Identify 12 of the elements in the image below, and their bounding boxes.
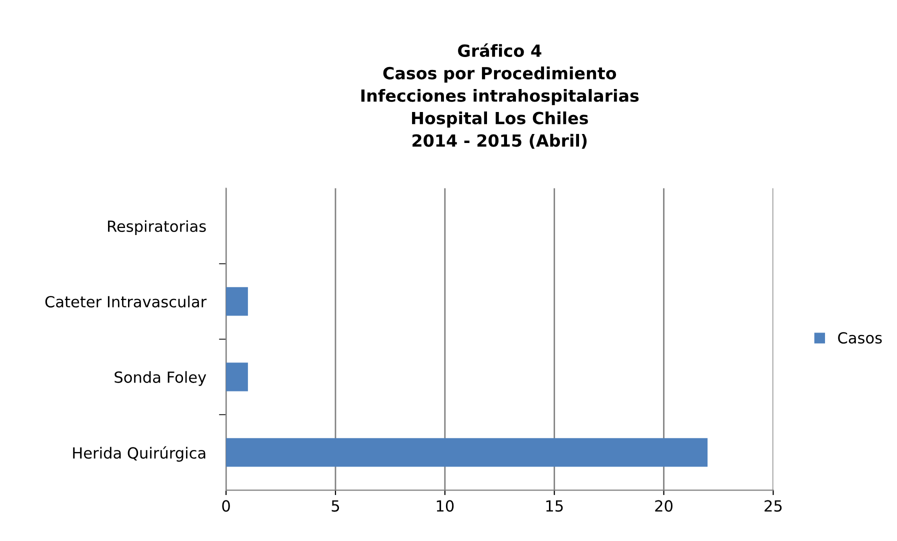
x-tick-label: 15 [546,500,563,512]
y-tick-label: Cateter Intravascular [45,296,207,308]
x-tick-label: 20 [655,500,672,512]
x-tick-label: 25 [764,500,782,512]
y-tick-label: Sonda Foley [114,371,206,386]
legend-label: Casos [838,332,882,344]
x-tick-label: 0 [222,500,230,512]
y-tick-label: Respiratorias [108,220,206,235]
x-tick-label: 10 [436,500,454,512]
x-tick-label: 5 [332,500,340,512]
y-tick-label: Herida Quirúrgica [73,446,206,462]
chart-title: Gráfico 4 Casos por Procedimiento Infecciones intrahospitalarias Hospital Los Chiles 2014 - 2015 (Abril) [361,43,639,149]
